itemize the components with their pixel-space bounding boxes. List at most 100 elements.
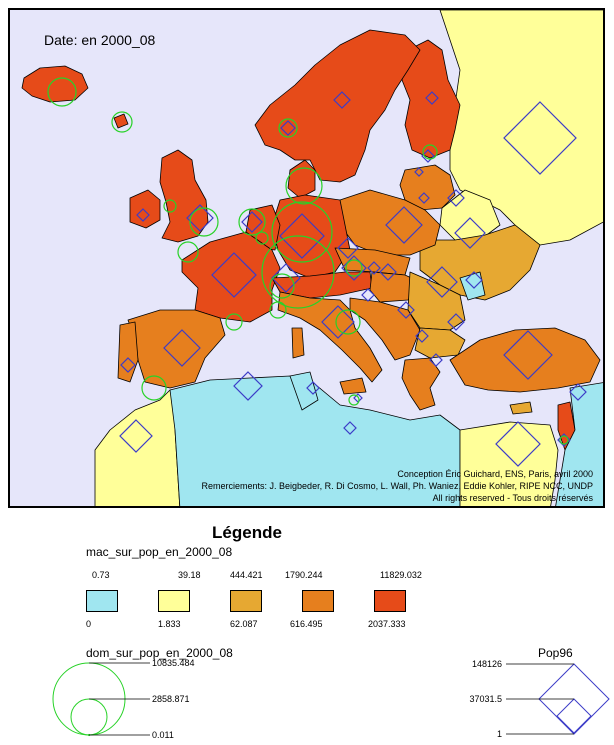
domain-circle: [255, 231, 269, 245]
legend-swatch-class-4: [302, 590, 334, 612]
population-diamond: [186, 204, 214, 232]
country-algeria-libya: [169, 375, 461, 506]
country-ireland: [129, 189, 161, 229]
population-diamond: [465, 271, 483, 289]
population-diamond: [136, 208, 150, 222]
domain-circle: [269, 301, 287, 319]
legend-swatch-class-1: [86, 590, 118, 612]
country-greece: [401, 357, 441, 411]
upper-bound-4: 1790.244: [285, 570, 323, 580]
circle-value-2: 2858.871: [152, 694, 190, 704]
country-spain: [127, 309, 226, 389]
country-bulgaria: [414, 327, 466, 359]
country-tunisia: [289, 371, 319, 411]
domain-circle: [559, 435, 569, 445]
country-iceland: [21, 65, 89, 103]
circle-variable: dom_sur_pop_en_2000_08: [86, 646, 233, 660]
country-norway-sweden: [254, 29, 421, 183]
credit-line-2: Remerciements: J. Beigbeder, R. Di Cosmo…: [201, 481, 593, 491]
domain-circle: [238, 208, 266, 236]
domain-circle: [278, 118, 298, 138]
country-italy: [277, 291, 383, 383]
circle-value-3: 0.011: [152, 730, 174, 740]
country-cyprus: [509, 401, 533, 415]
population-diamond: [503, 101, 577, 175]
map-frame: Date: en 2000_08 Conception Éric Guichar…: [8, 8, 605, 508]
diamond-value-3: 1: [496, 729, 502, 739]
population-diamond: [397, 301, 415, 319]
population-diamond: [163, 329, 201, 367]
domain-circle: [189, 207, 219, 237]
country-finland: [401, 39, 461, 159]
upper-bound-5: 11829.032: [380, 570, 422, 580]
population-diamond: [321, 305, 355, 339]
country-belarus: [439, 189, 501, 241]
country-denmark: [287, 159, 316, 199]
upper-bound-3: 444.421: [230, 570, 263, 580]
population-diamond: [429, 353, 443, 367]
country-great-britain: [159, 149, 209, 243]
population-diamond: [414, 167, 424, 177]
domain-circle: [335, 309, 361, 335]
population-diamond: [415, 329, 429, 343]
population-diamond: [120, 357, 136, 373]
population-diamond: [271, 263, 301, 293]
diamond-value-2: 37031.5: [469, 694, 502, 704]
population-diamond: [367, 261, 381, 275]
credit-line-3: All rights reserved - Tous droits réserv…: [432, 493, 593, 503]
country-portugal: [117, 321, 139, 383]
legend-swatch-class-2: [158, 590, 190, 612]
domain-circle: [269, 273, 295, 299]
legend-circle-medium: [70, 698, 108, 736]
country-ukraine: [419, 224, 541, 301]
domain-circle: [47, 77, 77, 107]
domain-circle: [422, 144, 438, 160]
lower-bound-2: 1.833: [158, 619, 181, 629]
lower-bound-1: 0: [86, 619, 92, 629]
domain-circle: [111, 111, 133, 133]
country-morocco: [94, 389, 186, 506]
population-diamond: [569, 383, 587, 401]
population-diamond: [385, 206, 423, 244]
population-diamond: [241, 211, 263, 233]
diamond-value-1: 148126: [471, 659, 502, 669]
upper-bound-1: 0.73: [92, 570, 110, 580]
legend-diamond-medium: [556, 698, 592, 734]
legend-swatch-class-5: [374, 590, 406, 612]
country-poland: [339, 189, 441, 256]
domain-circle: [348, 394, 360, 406]
population-diamond: [454, 217, 486, 249]
population-diamond: [211, 252, 257, 298]
country-turkey: [449, 327, 601, 393]
domain-circle: [271, 201, 333, 263]
population-diamond: [495, 421, 541, 467]
credit-line-1: Conception Éric Guichard, ENS, Paris, av…: [397, 469, 593, 479]
date-label: Date: en 2000_08: [44, 32, 156, 48]
diamond-variable: Pop96: [538, 646, 573, 660]
population-diamond: [333, 91, 351, 109]
country-sardinia: [291, 327, 305, 359]
population-diamond: [361, 288, 375, 302]
country-sicily: [339, 377, 367, 395]
credits: Conception Éric Guichard, ENS, Paris, av…: [202, 468, 593, 504]
country-faroe: [113, 113, 129, 129]
population-diamond: [418, 192, 430, 204]
domain-circle: [163, 199, 177, 213]
domain-circle: [285, 167, 323, 205]
population-diamond: [306, 381, 320, 395]
population-diamond: [426, 266, 458, 298]
population-diamond: [280, 120, 296, 136]
population-diamond: [337, 237, 359, 259]
lower-bound-4: 616.495: [290, 619, 323, 629]
country-france: [181, 231, 281, 323]
population-diamond: [119, 419, 153, 453]
population-diamond: [279, 213, 325, 259]
population-diamond: [425, 91, 439, 105]
legend-title: Légende: [212, 523, 282, 542]
population-diamond: [503, 330, 553, 380]
country-hungary: [369, 271, 421, 303]
population-diamond: [447, 313, 465, 331]
population-diamond: [421, 149, 435, 163]
population-diamond: [379, 263, 397, 281]
population-diamond: [343, 421, 357, 435]
